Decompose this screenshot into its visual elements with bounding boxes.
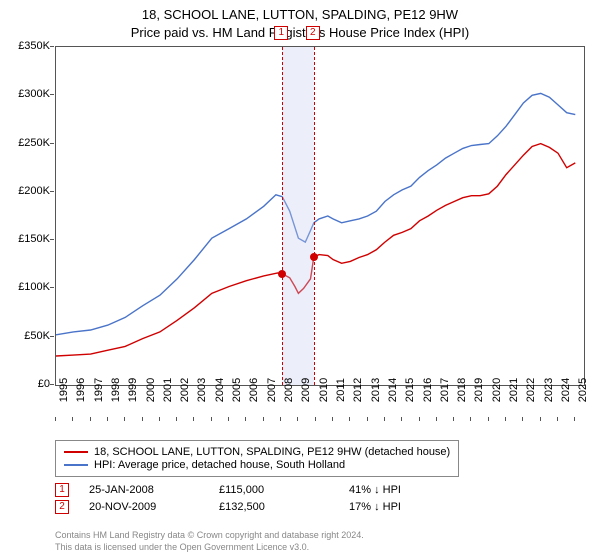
sale-marker-top: 2 [306, 26, 320, 40]
x-tick-label: 2022 [525, 378, 537, 402]
x-tick-label: 2016 [422, 378, 434, 402]
x-tick-label: 2009 [300, 378, 312, 402]
license-text: Contains HM Land Registry data © Crown c… [55, 530, 364, 553]
x-tick-label: 2024 [560, 378, 572, 402]
sale-dot [278, 270, 286, 278]
legend-row-price: 18, SCHOOL LANE, LUTTON, SPALDING, PE12 … [64, 446, 450, 458]
x-tick-label: 2025 [577, 378, 589, 402]
legend: 18, SCHOOL LANE, LUTTON, SPALDING, PE12 … [55, 440, 459, 477]
x-tick-label: 1999 [127, 378, 139, 402]
x-tick-label: 2003 [196, 378, 208, 402]
x-tick-label: 2010 [318, 378, 330, 402]
x-tick-label: 1997 [93, 378, 105, 402]
title-subtitle: Price paid vs. HM Land Registry's House … [0, 24, 600, 42]
x-tick-label: 2004 [214, 378, 226, 402]
sale-marker-2: 2 [55, 500, 69, 514]
plot-svg [56, 47, 584, 385]
x-tick-label: 1995 [58, 378, 70, 402]
legend-label-hpi: HPI: Average price, detached house, Sout… [94, 459, 345, 471]
sale-dot [310, 253, 318, 261]
legend-label-price: 18, SCHOOL LANE, LUTTON, SPALDING, PE12 … [94, 446, 450, 458]
legend-row-hpi: HPI: Average price, detached house, Sout… [64, 459, 450, 471]
sale-date-2: 20-NOV-2009 [89, 501, 219, 513]
y-tick-label: £200K [18, 185, 50, 197]
sale-marker-top: 1 [274, 26, 288, 40]
x-tick-label: 2001 [162, 378, 174, 402]
plot-frame [55, 46, 585, 386]
shaded-band [282, 47, 314, 385]
y-tick-label: £150K [18, 233, 50, 245]
x-tick-label: 2021 [508, 378, 520, 402]
x-tick-label: 1996 [75, 378, 87, 402]
y-tick-label: £250K [18, 137, 50, 149]
x-tick-label: 2020 [491, 378, 503, 402]
sale-marker-1: 1 [55, 483, 69, 497]
sale-price-2: £132,500 [219, 501, 349, 513]
x-tick-label: 2019 [473, 378, 485, 402]
sale-row-2: 2 20-NOV-2009 £132,500 17% ↓ HPI [55, 500, 479, 514]
chart-container: 18, SCHOOL LANE, LUTTON, SPALDING, PE12 … [0, 0, 600, 560]
x-tick-label: 2015 [404, 378, 416, 402]
sale-date-1: 25-JAN-2008 [89, 484, 219, 496]
x-tick-label: 2002 [179, 378, 191, 402]
chart-area: £0£50K£100K£150K£200K£250K£300K£350K 199… [55, 46, 585, 416]
x-tick-label: 2014 [387, 378, 399, 402]
y-tick-label: £0 [38, 378, 50, 390]
x-tick-label: 2005 [231, 378, 243, 402]
x-tick-label: 2011 [335, 378, 347, 402]
title-address: 18, SCHOOL LANE, LUTTON, SPALDING, PE12 … [0, 6, 600, 24]
x-tick-label: 2006 [248, 378, 260, 402]
series-price-paid [56, 144, 575, 356]
sale-price-1: £115,000 [219, 484, 349, 496]
x-tick-label: 2023 [543, 378, 555, 402]
x-tick-label: 2017 [439, 378, 451, 402]
license-line2: This data is licensed under the Open Gov… [55, 542, 364, 554]
sale-delta-2: 17% ↓ HPI [349, 501, 479, 513]
x-tick-label: 2018 [456, 378, 468, 402]
series-hpi [56, 93, 575, 334]
x-tick-label: 2008 [283, 378, 295, 402]
license-line1: Contains HM Land Registry data © Crown c… [55, 530, 364, 542]
sale-row-1: 1 25-JAN-2008 £115,000 41% ↓ HPI [55, 483, 479, 497]
x-tick-label: 2012 [352, 378, 364, 402]
x-tick-label: 2000 [145, 378, 157, 402]
x-tick-label: 2013 [370, 378, 382, 402]
y-tick-label: £300K [18, 88, 50, 100]
legend-swatch-hpi [64, 464, 88, 466]
y-tick-label: £50K [24, 330, 50, 342]
sale-delta-1: 41% ↓ HPI [349, 484, 479, 496]
title-block: 18, SCHOOL LANE, LUTTON, SPALDING, PE12 … [0, 0, 600, 41]
x-tick-label: 2007 [266, 378, 278, 402]
y-tick-label: £350K [18, 40, 50, 52]
x-tick-label: 1998 [110, 378, 122, 402]
legend-swatch-price [64, 451, 88, 453]
y-tick-label: £100K [18, 281, 50, 293]
sales-table: 1 25-JAN-2008 £115,000 41% ↓ HPI 2 20-NO… [55, 480, 479, 517]
